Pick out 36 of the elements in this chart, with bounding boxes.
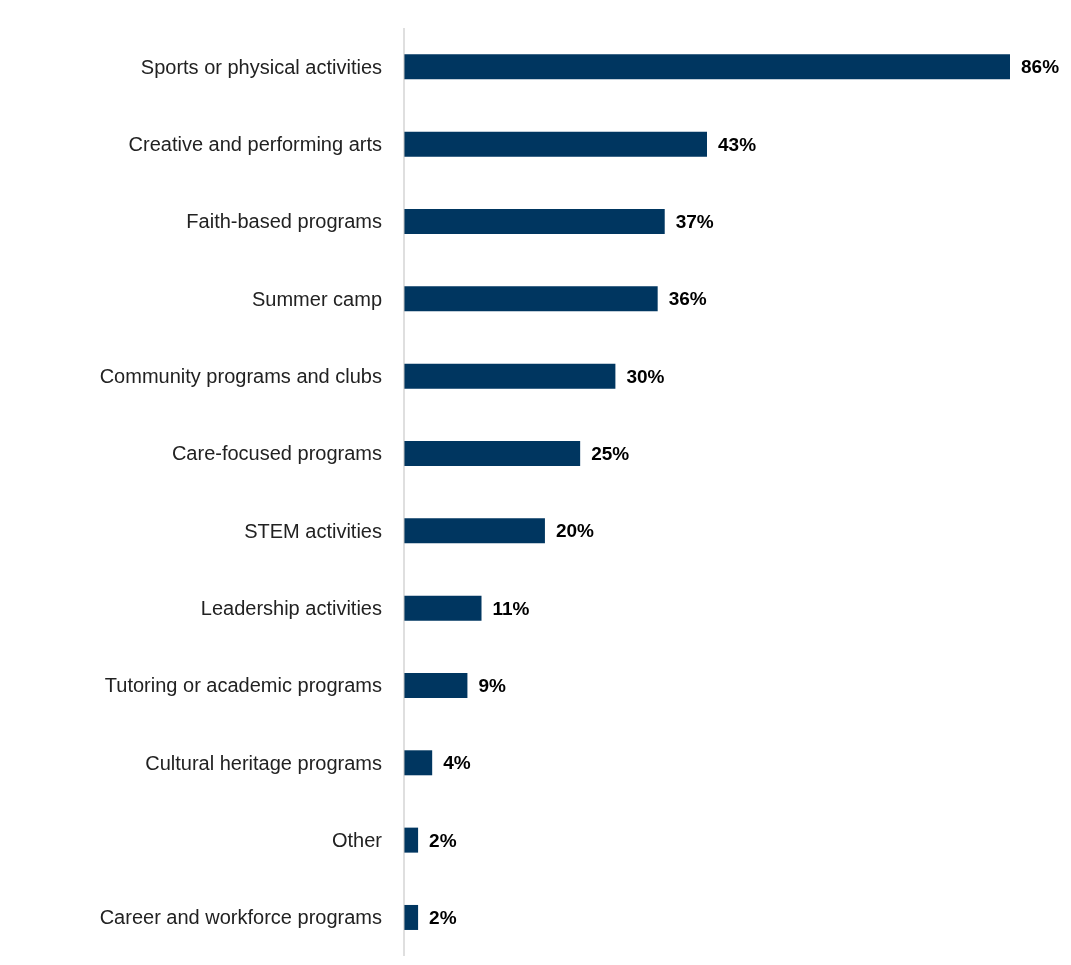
data-label: 43%	[718, 133, 757, 155]
data-label: 2%	[429, 906, 457, 928]
y-tick-label: Care-focused programs	[171, 442, 382, 465]
data-label: 11%	[492, 597, 530, 619]
y-tick-label: Cultural heritage programs	[145, 751, 382, 774]
data-label: 20%	[555, 520, 595, 542]
bar	[404, 672, 468, 698]
bar	[404, 54, 1010, 80]
data-label: 37%	[675, 210, 714, 232]
y-tick-label: STEM activities	[244, 519, 382, 542]
y-tick-label: Tutoring or academic programs	[104, 674, 382, 697]
bar	[404, 208, 665, 234]
data-label: 30%	[626, 365, 665, 387]
y-tick-label: Community programs and clubs	[99, 365, 382, 388]
y-tick-label: Leadership activities	[200, 597, 382, 620]
bar	[404, 827, 419, 853]
bar	[404, 440, 581, 466]
y-tick-label: Other	[331, 829, 383, 852]
y-tick-label: Summer camp	[251, 287, 382, 310]
bar	[404, 131, 707, 157]
y-tick-label: Sports or physical activities	[140, 55, 382, 78]
bar	[404, 286, 658, 312]
bar	[404, 595, 482, 621]
bar	[404, 363, 616, 389]
y-tick-label: Career and workforce programs	[99, 906, 382, 929]
data-label: 36%	[668, 288, 707, 310]
bar	[404, 750, 433, 776]
bar	[404, 518, 545, 544]
data-label: 86%	[1021, 56, 1060, 78]
data-label: 25%	[591, 442, 630, 464]
data-label: 2%	[429, 829, 457, 851]
y-tick-label: Creative and performing arts	[128, 133, 382, 156]
bar	[404, 904, 419, 930]
y-tick-label: Faith-based programs	[186, 210, 382, 233]
data-label: 4%	[443, 752, 471, 774]
data-label: 9%	[478, 674, 506, 696]
